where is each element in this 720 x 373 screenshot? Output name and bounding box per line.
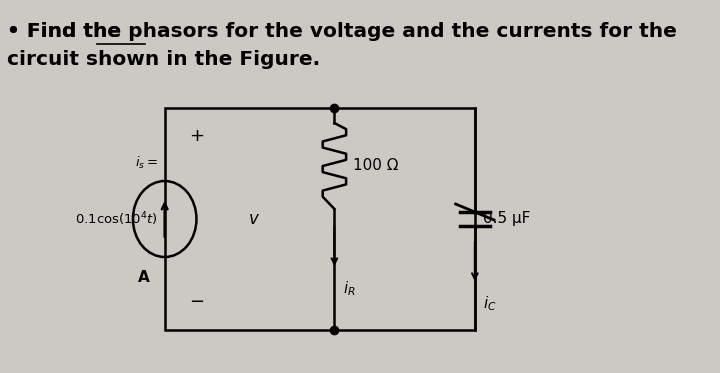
Text: $v$: $v$: [248, 210, 260, 228]
Text: $0.1\cos(10^4 t)$: $0.1\cos(10^4 t)$: [75, 210, 158, 228]
Text: A: A: [138, 270, 150, 285]
Text: −: −: [189, 293, 204, 311]
Bar: [165, 108, 475, 330]
Text: circuit shown in the Figure.: circuit shown in the Figure.: [6, 50, 320, 69]
Text: $i_s =$: $i_s =$: [135, 155, 158, 171]
Text: • Find the: • Find the: [6, 22, 128, 41]
Text: • Find the phasors for the voltage and the currents for the: • Find the phasors for the voltage and t…: [6, 22, 677, 41]
Text: $i_C$: $i_C$: [483, 294, 497, 313]
Text: 100 Ω: 100 Ω: [353, 159, 398, 173]
Text: $i_R$: $i_R$: [343, 279, 356, 298]
Text: 0.5 μF: 0.5 μF: [483, 211, 531, 226]
Text: +: +: [189, 127, 204, 145]
